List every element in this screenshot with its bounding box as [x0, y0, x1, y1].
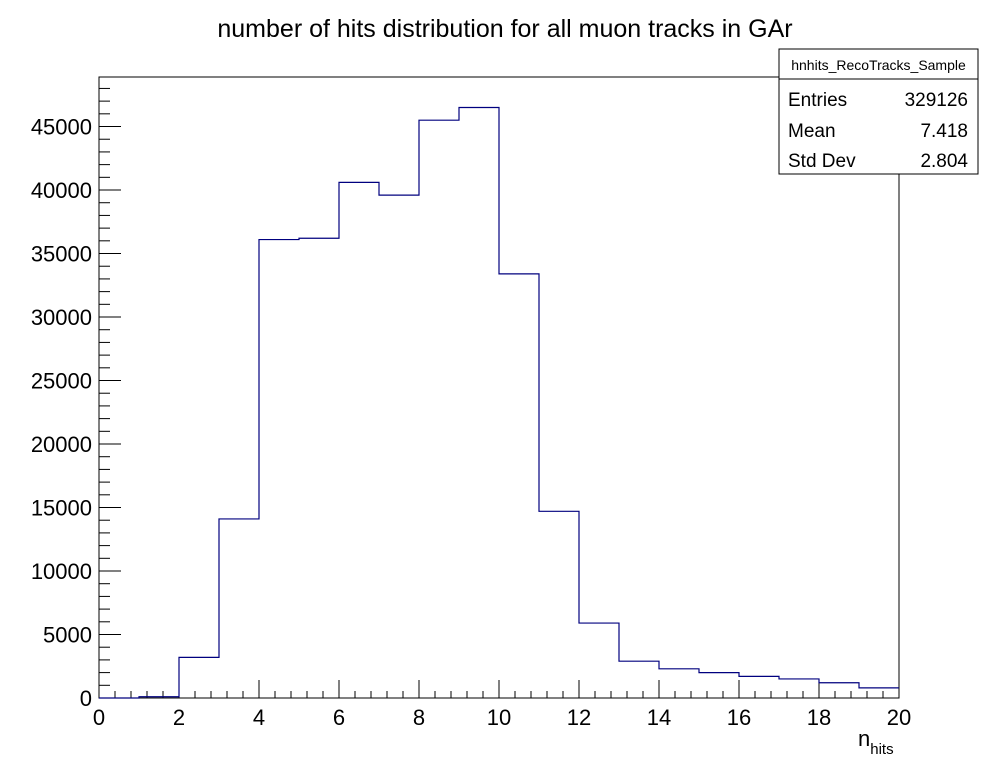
y-tick-label: 35000	[31, 242, 92, 267]
stats-box-title: hnhits_RecoTracks_Sample	[791, 57, 966, 73]
x-tick-label: 20	[887, 705, 911, 730]
x-tick-label: 10	[487, 705, 511, 730]
x-tick-label: 6	[333, 705, 345, 730]
x-tick-label: 18	[807, 705, 831, 730]
stats-entries-label: Entries	[788, 90, 847, 111]
y-tick-label: 5000	[43, 623, 92, 648]
y-tick-label: 0	[80, 686, 92, 711]
y-tick-label: 25000	[31, 369, 92, 394]
y-axis: 0 5000 10000 15000 20000 25000 30000 35000 40000…	[31, 87, 121, 711]
x-tick-label: 2	[173, 705, 185, 730]
stats-mean-value: 7.418	[920, 121, 968, 142]
y-tick-label: 15000	[31, 496, 92, 521]
x-tick-label: 12	[567, 705, 591, 730]
x-axis-label: nhits	[858, 726, 894, 758]
x-tick-label: 16	[727, 705, 751, 730]
plot-area: 0 2 4 6 8 10 12 14 16 18 20 0 5000 10000 15000 20000 25…	[31, 76, 911, 730]
stats-entries-value: 329126	[905, 90, 968, 111]
x-axis: 0 2 4 6 8 10 12 14 16 18 20	[93, 680, 911, 730]
x-tick-label: 8	[413, 705, 425, 730]
histogram-line	[99, 106, 899, 699]
y-tick-label: 45000	[31, 115, 92, 140]
y-tick-label: 30000	[31, 305, 92, 330]
x-axis-label-sub: hits	[870, 741, 893, 758]
x-axis-label-main: n	[858, 726, 870, 751]
x-tick-label: 4	[253, 705, 265, 730]
stats-mean-label: Mean	[788, 121, 836, 142]
stats-box-frame	[778, 48, 979, 175]
x-tick-label: 14	[647, 705, 671, 730]
stats-stddev-label: Std Dev	[788, 151, 856, 172]
chart-title: number of hits distribution for all muon…	[217, 15, 792, 43]
y-tick-label: 40000	[31, 178, 92, 203]
stats-stddev-value: 2.804	[920, 151, 968, 172]
y-tick-label: 20000	[31, 432, 92, 457]
y-tick-label: 10000	[31, 559, 92, 584]
x-tick-label: 0	[93, 705, 105, 730]
stats-box: hnhits_RecoTracks_Sample Entries 329126 …	[778, 48, 979, 175]
